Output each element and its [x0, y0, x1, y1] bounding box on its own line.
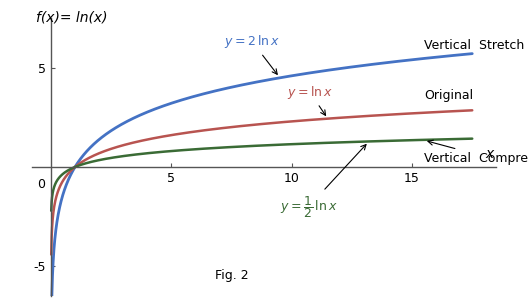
Text: 0: 0	[37, 178, 45, 191]
Text: $y = \ln x$: $y = \ln x$	[287, 84, 333, 115]
Text: Vertical  Compression: Vertical Compression	[424, 140, 528, 165]
Text: Fig. 2: Fig. 2	[215, 269, 248, 282]
Text: $y = 2\,\ln x$: $y = 2\,\ln x$	[224, 33, 280, 74]
Text: Vertical  Stretch: Vertical Stretch	[424, 39, 524, 52]
Text: x: x	[485, 147, 493, 161]
Text: f(x)= ln(x): f(x)= ln(x)	[36, 10, 108, 24]
Text: Original: Original	[424, 89, 473, 102]
Text: $y = \dfrac{1}{2}\,\ln x$: $y = \dfrac{1}{2}\,\ln x$	[280, 144, 366, 220]
